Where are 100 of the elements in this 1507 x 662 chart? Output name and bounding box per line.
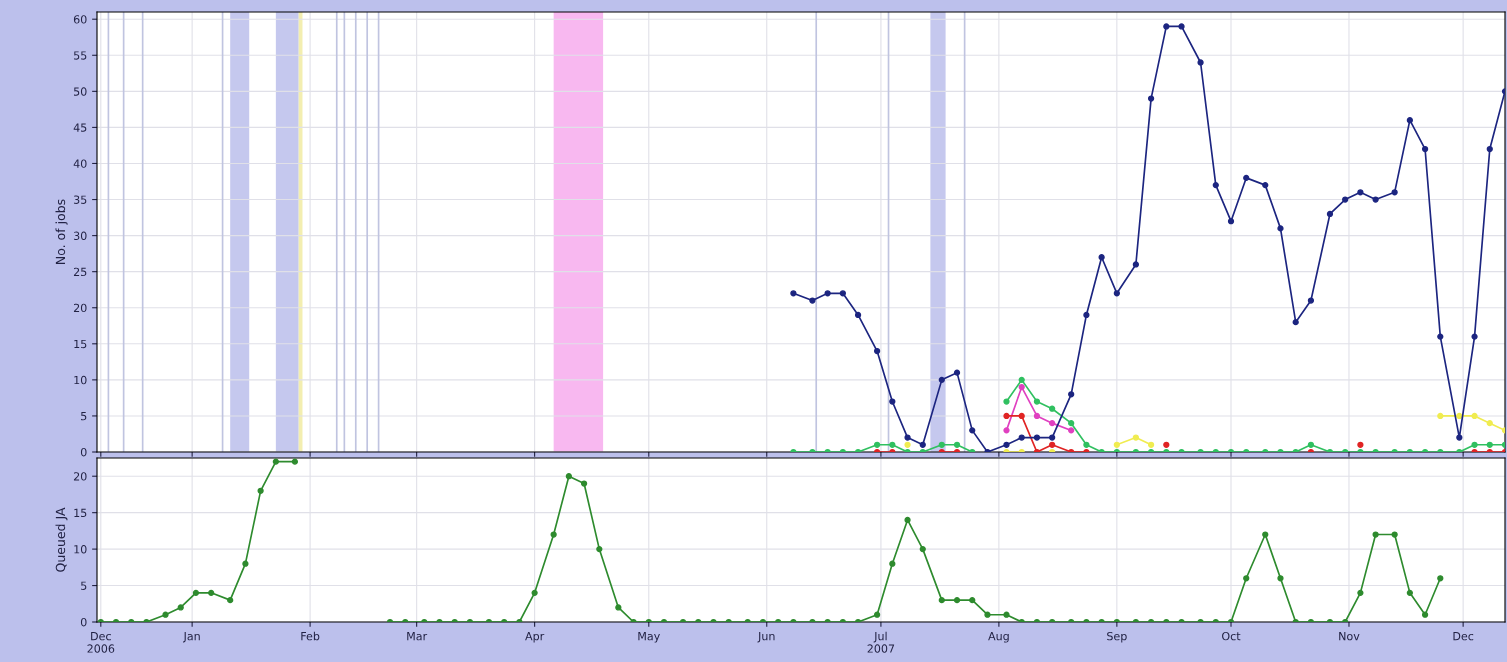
point: [1486, 441, 1493, 448]
y-tick-label: 30: [73, 231, 87, 240]
point: [1421, 145, 1429, 153]
point: [889, 441, 896, 448]
point: [1003, 441, 1010, 448]
y-tick-label: 15: [74, 508, 87, 518]
point: [889, 398, 896, 405]
point: [1068, 420, 1075, 427]
x-tick-label: Dec 2006: [87, 632, 115, 653]
point: [938, 376, 945, 383]
y-tick-label: 5: [81, 581, 87, 590]
point: [1163, 23, 1170, 30]
point: [873, 441, 881, 448]
point: [809, 297, 816, 304]
point: [953, 441, 961, 448]
point: [854, 311, 862, 319]
x-tick-label: Nov: [1339, 632, 1360, 641]
point: [904, 434, 911, 441]
point: [1456, 434, 1463, 441]
point: [1083, 311, 1090, 319]
point: [1277, 225, 1284, 232]
y-tick-label: 15: [74, 339, 87, 349]
y-tick-label: 0: [80, 447, 87, 457]
y-tick-label: 20: [73, 472, 87, 481]
point: [1132, 434, 1140, 441]
y-axis-title: No. of jobs: [55, 199, 68, 264]
y-tick-label: 40: [73, 159, 87, 168]
y-tick-label: 45: [73, 123, 87, 132]
x-tick-label: Sep: [1107, 631, 1127, 643]
point: [1003, 398, 1010, 405]
y-tick-label: 55: [74, 51, 87, 60]
point: [1486, 420, 1493, 427]
point: [904, 441, 911, 448]
x-tick-label: Jul 2007: [867, 631, 895, 653]
point: [1178, 23, 1185, 30]
y-tick-label: 10: [74, 375, 87, 385]
point: [1307, 441, 1315, 448]
point: [1018, 376, 1025, 383]
point: [1391, 189, 1398, 196]
point: [1018, 434, 1025, 441]
x-tick-label: Apr: [525, 632, 545, 643]
point: [1049, 434, 1056, 441]
point: [1033, 434, 1041, 441]
point: [1068, 427, 1075, 434]
point: [1018, 383, 1025, 391]
x-tick-label: Mar: [407, 632, 428, 641]
point: [1406, 117, 1413, 124]
x-tick-label: Oct: [1222, 631, 1241, 641]
x-tick-label: Feb: [301, 631, 320, 641]
point: [1357, 441, 1364, 448]
point: [790, 290, 797, 297]
point: [1033, 398, 1041, 405]
x-tick-label: Aug: [988, 632, 1009, 643]
point: [1471, 412, 1478, 420]
point: [1113, 441, 1120, 448]
y-tick-label: 60: [73, 15, 87, 24]
point: [1227, 218, 1235, 225]
point: [824, 290, 831, 297]
point: [938, 441, 945, 448]
point: [1147, 95, 1155, 102]
x-tick-label: Jun: [757, 632, 775, 643]
point: [1212, 181, 1219, 189]
point: [1471, 441, 1478, 448]
point: [1113, 290, 1120, 297]
point: [1342, 196, 1349, 203]
y-axis-title: Queued JA: [55, 507, 68, 572]
point: [1456, 412, 1463, 420]
point: [1003, 427, 1010, 434]
point: [1049, 420, 1056, 427]
point: [1372, 196, 1379, 203]
point: [1486, 145, 1493, 153]
x-tick-label: May: [638, 632, 660, 643]
point: [1243, 174, 1250, 182]
point: [1471, 333, 1478, 340]
point: [1049, 441, 1056, 448]
point: [1018, 412, 1025, 420]
point: [1197, 59, 1204, 66]
point: [1083, 441, 1090, 448]
point: [969, 427, 976, 434]
y-tick-label: 35: [73, 195, 87, 204]
point: [1437, 412, 1444, 420]
point: [1163, 441, 1170, 448]
point: [1132, 261, 1140, 268]
point: [1437, 333, 1444, 340]
point: [1068, 391, 1075, 398]
point: [873, 347, 881, 355]
point: [1357, 189, 1364, 196]
point: [919, 441, 926, 448]
point: [1003, 412, 1010, 420]
y-tick-label: 20: [73, 303, 87, 313]
y-tick-label: 0: [80, 617, 87, 627]
point: [1292, 319, 1299, 326]
point: [1262, 181, 1269, 189]
point: [953, 369, 961, 376]
point: [1147, 441, 1155, 448]
y-tick-label: 10: [74, 545, 87, 554]
point: [1098, 254, 1105, 261]
x-tick-label: Jan: [183, 632, 200, 643]
point: [1049, 405, 1056, 412]
point: [839, 290, 846, 297]
